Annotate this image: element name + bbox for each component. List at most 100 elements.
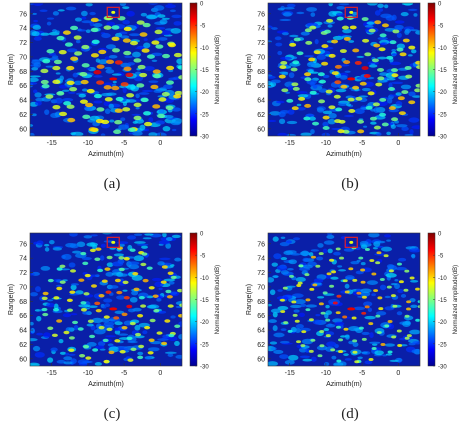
noise <box>176 58 182 65</box>
noise <box>346 103 352 107</box>
scatter-blob <box>123 50 132 56</box>
noise <box>34 309 41 312</box>
scatter-blob <box>42 312 49 317</box>
scatter-blob <box>102 338 109 343</box>
noise <box>397 288 404 294</box>
noise <box>133 233 143 236</box>
noise <box>268 277 275 283</box>
noise <box>283 294 293 300</box>
scatter-blob <box>417 305 420 309</box>
scatter-blob <box>115 96 124 102</box>
scatter-blob <box>387 350 393 354</box>
noise <box>70 313 78 316</box>
scatter-blob <box>298 264 304 268</box>
scatter-blob <box>142 22 151 28</box>
scatter-blob <box>63 101 72 106</box>
x-tick-label: -5 <box>359 370 365 377</box>
noise <box>268 119 277 123</box>
noise <box>411 253 416 259</box>
noise <box>306 61 315 68</box>
y-tick-label: 72 <box>257 270 265 277</box>
noise <box>66 48 78 53</box>
scatter-blob <box>86 88 95 94</box>
noise <box>168 77 178 81</box>
noise <box>345 334 350 340</box>
noise <box>161 29 172 36</box>
scatter-blob <box>114 339 121 343</box>
noise <box>292 237 301 241</box>
y-tick-label: 66 <box>257 83 265 90</box>
scatter-blob <box>45 94 54 99</box>
noise <box>32 25 42 30</box>
scatter-blob <box>68 348 75 352</box>
scatter-blob <box>62 30 71 35</box>
noise <box>302 358 313 362</box>
noise <box>127 308 136 313</box>
noise <box>138 92 150 95</box>
noise <box>391 53 398 56</box>
scatter-blob <box>375 314 381 318</box>
scatter-blob <box>122 38 131 43</box>
scatter-blob <box>120 82 129 87</box>
noise <box>286 133 297 136</box>
scatter-blob <box>332 301 338 305</box>
noise <box>374 350 384 356</box>
noise <box>310 356 317 362</box>
noise <box>159 257 171 261</box>
scatter-blob <box>368 358 374 361</box>
y-tick-label: 74 <box>257 256 265 263</box>
scatter-blob <box>340 84 348 89</box>
scatter-blob <box>304 103 312 108</box>
noise <box>100 317 110 323</box>
noise <box>273 349 284 355</box>
noise <box>360 262 366 266</box>
scatter-blob <box>70 25 79 31</box>
noise <box>339 75 348 80</box>
noise <box>378 8 384 12</box>
scatter-blob <box>304 28 312 33</box>
scatter-blob <box>402 38 410 43</box>
noise <box>127 235 137 240</box>
noise <box>400 11 409 17</box>
noise <box>175 354 182 359</box>
colorbar-tick-label: -15 <box>200 68 209 74</box>
noise <box>93 75 103 78</box>
noise <box>135 47 146 50</box>
noise <box>325 304 330 309</box>
noise <box>58 338 64 344</box>
scatter-blob <box>111 48 120 53</box>
noise <box>343 114 354 118</box>
scatter-blob <box>337 129 345 134</box>
scatter-blob <box>357 129 365 134</box>
scatter-blob <box>165 289 172 294</box>
noise <box>280 56 293 61</box>
scatter-blob <box>357 119 365 124</box>
scatter-blob <box>318 79 326 84</box>
scatter-blob <box>292 313 298 317</box>
noise <box>337 102 348 107</box>
scatter-blob <box>404 336 410 340</box>
noise <box>391 14 397 21</box>
y-tick-label: 76 <box>19 11 27 18</box>
scatter-blob <box>292 60 300 65</box>
noise <box>130 28 135 31</box>
noise <box>118 124 129 130</box>
noise <box>360 244 368 249</box>
scatter-blob <box>291 300 297 304</box>
scatter-blob <box>404 314 410 318</box>
noise <box>371 293 376 297</box>
noise <box>402 3 413 6</box>
noise <box>158 109 165 114</box>
noise <box>171 107 181 112</box>
scatter-blob <box>166 65 175 71</box>
scatter-blob <box>379 33 387 38</box>
noise <box>164 351 177 355</box>
scatter-blob <box>326 272 332 276</box>
scatter-blob <box>114 60 123 65</box>
scatter-blob <box>78 278 85 282</box>
scatter-blob <box>167 271 174 275</box>
scatter-blob <box>387 319 393 323</box>
noise <box>124 55 134 58</box>
noise <box>178 334 182 340</box>
scatter-blob <box>363 73 371 78</box>
